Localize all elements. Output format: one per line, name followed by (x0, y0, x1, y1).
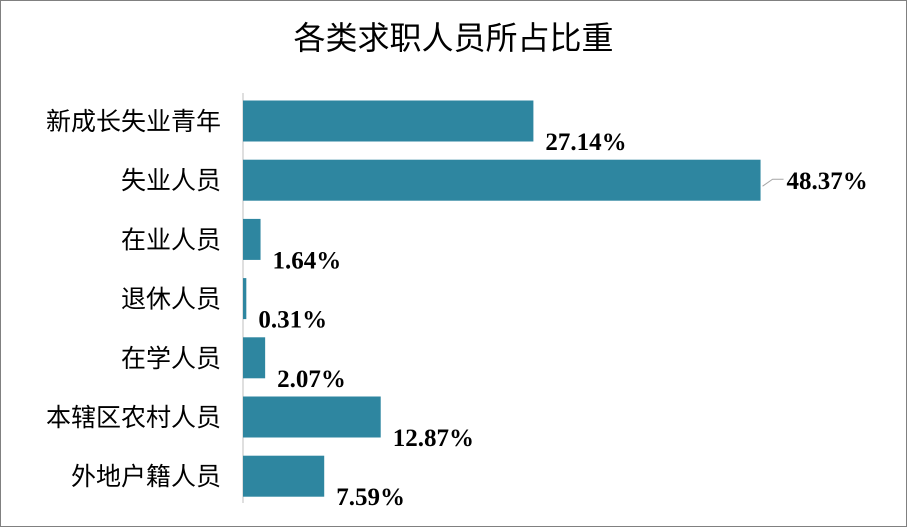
value-label-6: 7.59% (336, 484, 405, 511)
value-label-4: 2.07% (277, 366, 346, 393)
category-label-5: 本辖区农村人员 (46, 403, 221, 432)
category-label-3: 退休人员 (121, 285, 221, 314)
category-label-6: 外地户籍人员 (71, 462, 221, 491)
category-label-2: 在业人员 (121, 225, 221, 254)
bar-2 (243, 218, 261, 260)
bar-5 (243, 396, 381, 438)
bar-0 (243, 100, 534, 142)
value-label-5: 12.87% (393, 425, 474, 452)
value-label-0: 27.14% (545, 129, 626, 156)
category-label-4: 在学人员 (121, 344, 221, 373)
bar-1 (243, 159, 761, 201)
chart-title: 各类求职人员所占比重 (293, 19, 614, 57)
category-label-1: 失业人员 (121, 166, 221, 195)
value-label-3: 0.31% (258, 307, 327, 334)
bar-4 (243, 337, 266, 379)
leader-line-1 (762, 178, 784, 187)
value-label-2: 1.64% (273, 247, 342, 274)
category-label-0: 新成长失业青年 (46, 107, 221, 136)
bar-3 (243, 278, 247, 320)
chart-marks: 新成长失业青年 27.14% 失业人员 48.37% 在业人员 1.64% 退休人员 0.31… (46, 100, 868, 511)
value-label-1: 48.37% (787, 168, 868, 195)
bar-6 (243, 455, 325, 497)
